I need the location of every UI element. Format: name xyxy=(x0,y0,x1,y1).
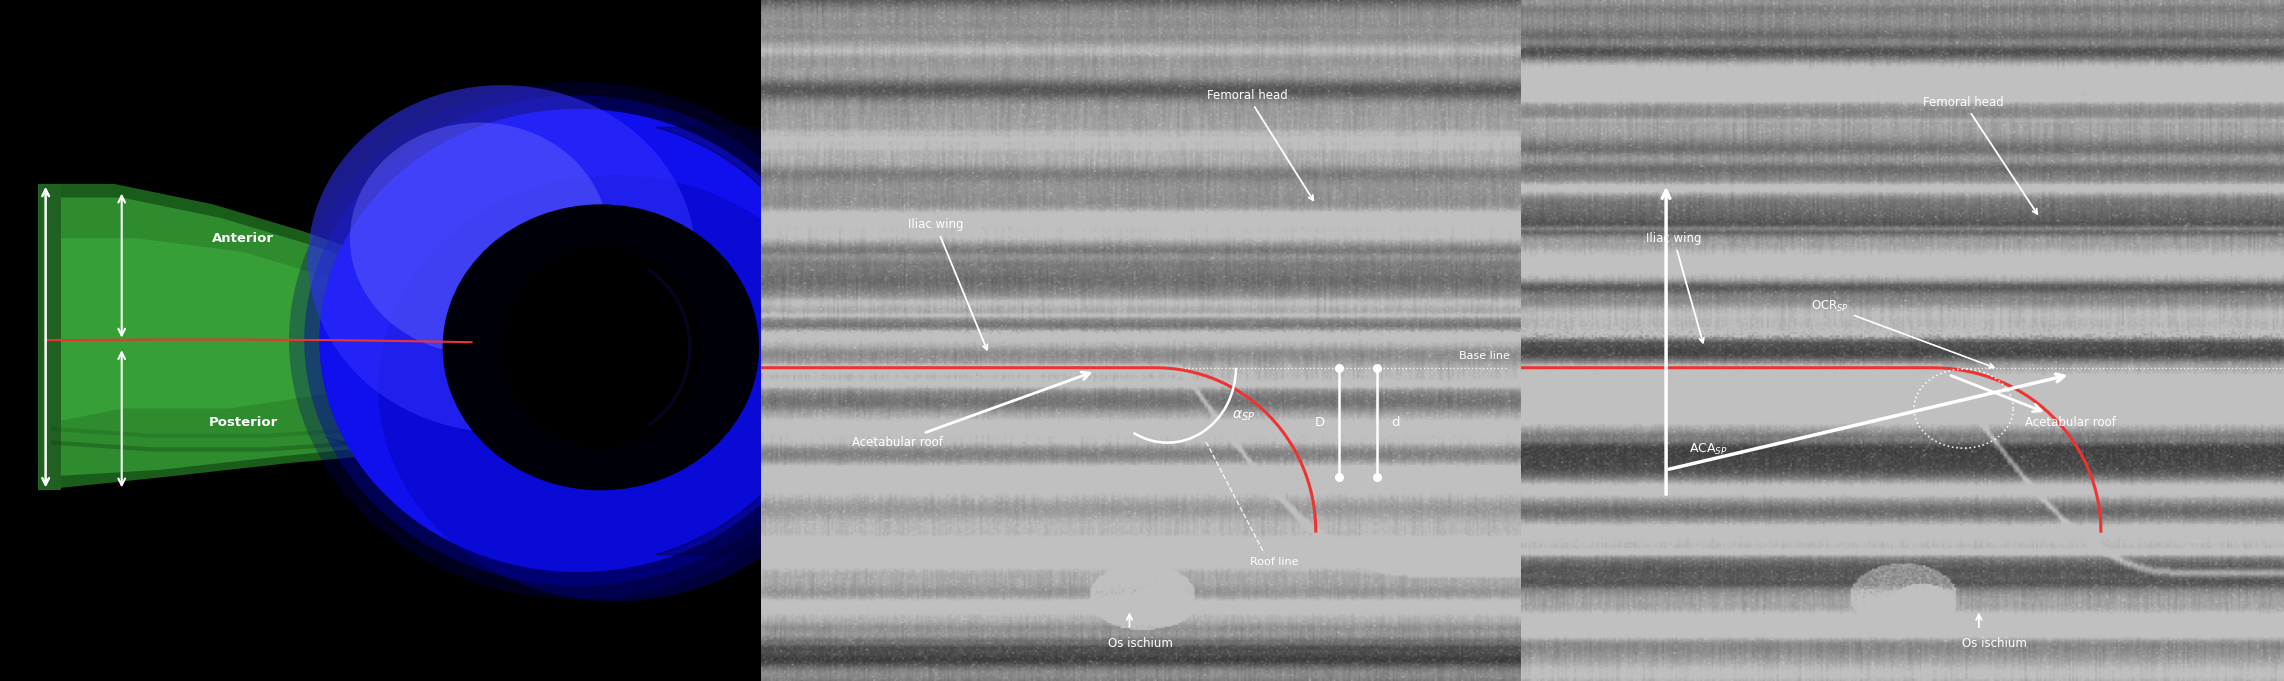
Polygon shape xyxy=(46,197,471,477)
Polygon shape xyxy=(53,238,457,422)
Text: Posterior: Posterior xyxy=(208,415,279,429)
Text: Os ischium: Os ischium xyxy=(1962,637,2026,650)
Text: Acetabular roof: Acetabular roof xyxy=(852,372,1089,449)
Text: Femoral head: Femoral head xyxy=(1923,95,2037,214)
Text: d: d xyxy=(1391,415,1400,429)
Text: Roof line: Roof line xyxy=(1249,557,1297,567)
Circle shape xyxy=(320,109,836,572)
Circle shape xyxy=(336,123,822,558)
Circle shape xyxy=(290,82,868,599)
Text: Femoral head: Femoral head xyxy=(1206,89,1313,200)
Circle shape xyxy=(304,95,852,586)
Text: Base line: Base line xyxy=(1459,351,1510,361)
Text: D: D xyxy=(1316,415,1325,429)
Polygon shape xyxy=(39,184,480,490)
Polygon shape xyxy=(320,375,486,463)
Text: Os ischium: Os ischium xyxy=(1108,637,1174,650)
Text: Iliac wing: Iliac wing xyxy=(1647,232,1704,343)
Text: Acetabular roof: Acetabular roof xyxy=(1951,375,2115,429)
Circle shape xyxy=(308,85,697,432)
Text: $\alpha_{SP}$: $\alpha_{SP}$ xyxy=(1231,408,1256,423)
Text: ACA$_{SP}$: ACA$_{SP}$ xyxy=(1688,442,1727,457)
Circle shape xyxy=(349,123,608,354)
Circle shape xyxy=(379,175,854,601)
Polygon shape xyxy=(39,184,62,490)
Ellipse shape xyxy=(443,204,758,490)
Text: Anterior: Anterior xyxy=(212,232,274,245)
Text: OCR$_{SP}$: OCR$_{SP}$ xyxy=(1811,299,1994,368)
Text: Iliac wing: Iliac wing xyxy=(907,218,987,349)
Ellipse shape xyxy=(502,245,699,449)
Circle shape xyxy=(320,109,836,572)
